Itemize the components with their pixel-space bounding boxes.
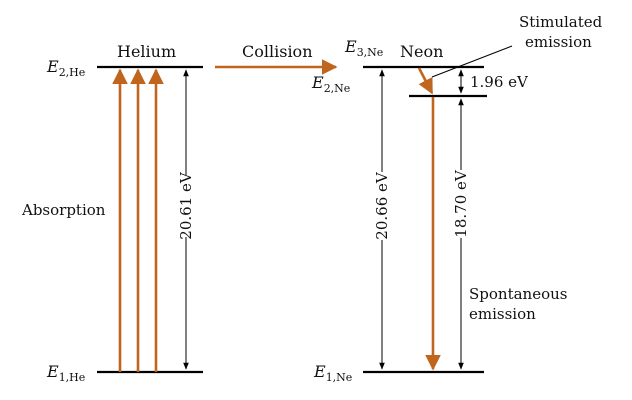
helium-gap-label-bg bbox=[178, 175, 194, 237]
neon-top-ground-gap-label-bg bbox=[374, 172, 390, 240]
neon-ground-level-label: E1,Ne bbox=[313, 362, 352, 384]
spontaneous-emission-label-line2: emission bbox=[469, 305, 536, 323]
neon-middle-ground-gap-label-bg bbox=[453, 170, 469, 238]
neon-top-ground-gap-energy: 20.66 eV bbox=[373, 171, 391, 240]
helium-gap-energy: 20.61 eV bbox=[177, 171, 195, 240]
stimulated-emission-pointer bbox=[431, 45, 513, 78]
spontaneous-emission-label-line1: Spontaneous bbox=[469, 285, 567, 303]
stimulated-emission-label-line1: Stimulated bbox=[519, 13, 603, 31]
neon-top-middle-gap-energy: 1.96 eV bbox=[470, 73, 529, 91]
neon-title: Neon bbox=[400, 42, 443, 61]
absorption-label: Absorption bbox=[21, 201, 106, 219]
stimulated-emission-label-line2: emission bbox=[525, 33, 592, 51]
helium-title: Helium bbox=[117, 42, 176, 61]
helium-ground-level-label: E1,He bbox=[46, 362, 85, 384]
neon-middle-level-label: E2,Ne bbox=[311, 73, 350, 95]
neon-top-level-label: E3,Ne bbox=[344, 37, 383, 59]
helium-upper-level-label: E2,He bbox=[46, 57, 85, 79]
collision-label: Collision bbox=[242, 42, 313, 61]
neon-middle-ground-gap-energy: 18.70 eV bbox=[452, 169, 470, 238]
stimulated-emission-arrow bbox=[417, 67, 434, 95]
